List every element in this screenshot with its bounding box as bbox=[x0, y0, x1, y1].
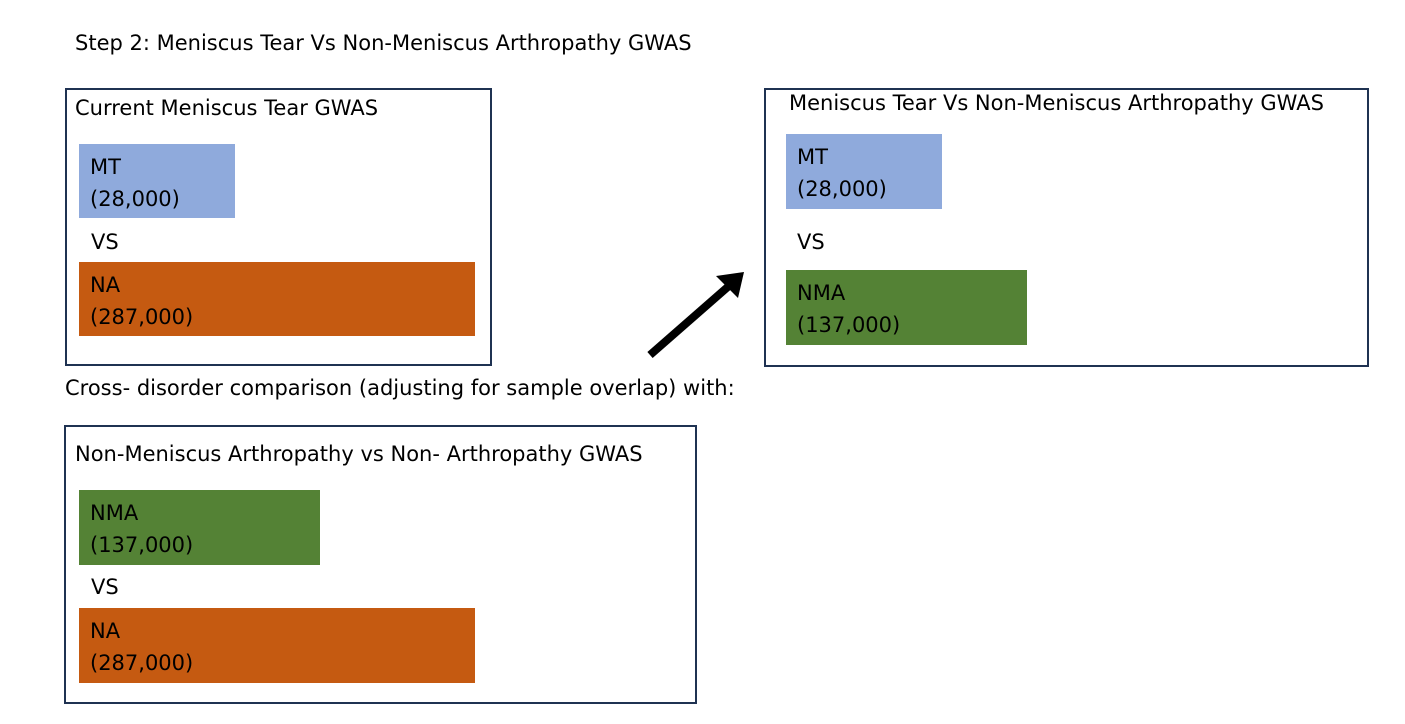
group-code: NMA bbox=[797, 281, 846, 305]
vs-label: VS bbox=[91, 575, 119, 599]
group-code: MT bbox=[797, 145, 828, 169]
panel-title: Current Meniscus Tear GWAS bbox=[75, 96, 379, 120]
nma-group-box: NMA (137,000) bbox=[79, 490, 320, 565]
group-count: (28,000) bbox=[90, 186, 180, 211]
panel-title: Non-Meniscus Arthropathy vs Non- Arthrop… bbox=[75, 442, 643, 466]
vs-label: VS bbox=[797, 230, 825, 254]
group-count: (137,000) bbox=[90, 532, 194, 557]
nma-group-box: NMA (137,000) bbox=[786, 270, 1027, 345]
mt-group-box: MT (28,000) bbox=[786, 134, 942, 209]
vs-label: VS bbox=[91, 230, 119, 254]
na-group-box: NA (287,000) bbox=[79, 608, 475, 683]
non-meniscus-gwas-panel: Non-Meniscus Arthropathy vs Non- Arthrop… bbox=[64, 425, 697, 704]
step-title: Step 2: Meniscus Tear Vs Non-Meniscus Ar… bbox=[75, 31, 692, 55]
group-code: NMA bbox=[90, 501, 139, 525]
group-code: NA bbox=[90, 619, 121, 643]
current-gwas-panel: Current Meniscus Tear GWAS MT (28,000) V… bbox=[65, 88, 492, 366]
group-count: (137,000) bbox=[797, 312, 901, 337]
panel-title: Meniscus Tear Vs Non-Meniscus Arthropath… bbox=[789, 91, 1324, 115]
target-gwas-panel: Meniscus Tear Vs Non-Meniscus Arthropath… bbox=[764, 88, 1369, 367]
na-group-box: NA (287,000) bbox=[79, 262, 475, 336]
group-code: NA bbox=[90, 273, 121, 297]
cross-disorder-text: Cross- disorder comparison (adjusting fo… bbox=[65, 376, 735, 400]
group-count: (287,000) bbox=[90, 650, 194, 675]
group-count: (287,000) bbox=[90, 304, 194, 329]
mt-group-box: MT (28,000) bbox=[79, 144, 235, 218]
group-code: MT bbox=[90, 155, 121, 179]
group-count: (28,000) bbox=[797, 176, 887, 201]
